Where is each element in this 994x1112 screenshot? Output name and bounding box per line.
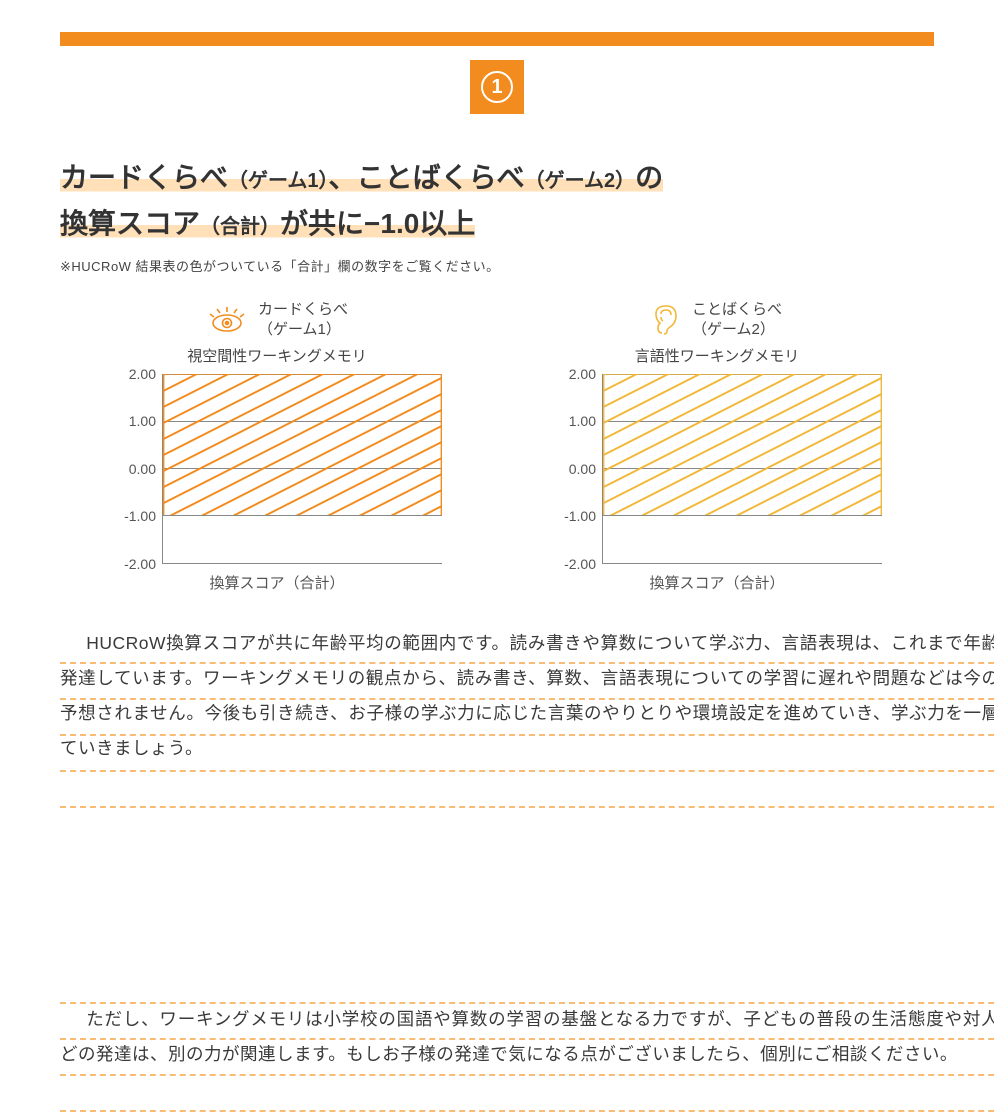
ytick: 0.00 [129, 461, 156, 477]
chart2-yticks: 2.00 1.00 0.00 -1.00 -2.00 [552, 374, 602, 564]
ytick: -1.00 [564, 508, 596, 524]
chart2-plot: 2.00 1.00 0.00 -1.00 -2.00 [552, 374, 882, 564]
heading-line2a: 換算スコア [60, 208, 200, 239]
heading-footnote: ※HUCRoW 結果表の色がついている「合計」欄の数字をご覧ください。 [60, 256, 500, 275]
section-heading: カードくらべ（ゲーム1）、ことばくらべ（ゲーム2）の 換算スコア（合計）が共に−… [60, 155, 934, 247]
chart2-title-l1: ことばくらべ [692, 300, 782, 320]
chart2-xlabel: 換算スコア（合計） [649, 572, 784, 593]
paragraph-1-block: HUCRoW換算スコアが共に年齢平均の範囲内です。読み書きや算数について学ぶ力、… [60, 626, 994, 766]
paragraph-2-block: ただし、ワーキングメモリは小学校の国語や算数の学習の基盤となる力ですが、子どもの… [60, 1002, 994, 1072]
ytick: 2.00 [569, 366, 596, 382]
ytick: 1.00 [569, 413, 596, 429]
ytick: 1.00 [129, 413, 156, 429]
chart1-subtitle: 視空間性ワーキングメモリ [187, 345, 367, 366]
heading-part1-sub: （ゲーム1） [228, 170, 329, 192]
paragraph-2: ただし、ワーキングメモリは小学校の国語や算数の学習の基盤となる力ですが、子どもの… [60, 1002, 994, 1072]
paragraph-1: HUCRoW換算スコアが共に年齢平均の範囲内です。読み書きや算数について学ぶ力、… [60, 626, 994, 766]
heading-tail1: の [635, 162, 663, 193]
chart1-plot: 2.00 1.00 0.00 -1.00 -2.00 [112, 374, 442, 564]
ytick: 0.00 [569, 461, 596, 477]
chart-2: ことばくらべ （ゲーム2） 言語性ワーキングメモリ 2.00 1.00 0.00… [537, 300, 897, 593]
heading-sep: 、 [329, 162, 357, 193]
chart2-title-l2: （ゲーム2） [692, 320, 782, 340]
ytick: 2.00 [129, 366, 156, 382]
ytick: -2.00 [124, 556, 156, 572]
charts-row: カードくらべ （ゲーム1） 視空間性ワーキングメモリ 2.00 1.00 0.0… [0, 300, 994, 593]
heading-part2-sub: （ゲーム2） [525, 170, 636, 192]
chart1-yticks: 2.00 1.00 0.00 -1.00 -2.00 [112, 374, 162, 564]
heading-line2b: が共に−1.0以上 [280, 208, 475, 239]
heading-line2-sub: （合計） [200, 216, 280, 238]
chart2-subtitle: 言語性ワーキングメモリ [635, 345, 800, 366]
section-number: 1 [481, 71, 513, 103]
header-accent-bar [60, 32, 934, 46]
chart1-title-l1: カードくらべ [258, 300, 348, 320]
ytick: -2.00 [564, 556, 596, 572]
section-badge: 1 [470, 60, 524, 114]
eye-icon [206, 306, 248, 334]
heading-part1: カードくらべ [60, 162, 228, 193]
chart1-title-l2: （ゲーム1） [258, 320, 348, 340]
ytick: -1.00 [124, 508, 156, 524]
chart1-xlabel: 換算スコア（合計） [209, 572, 344, 593]
ear-icon [652, 303, 682, 337]
chart-1: カードくらべ （ゲーム1） 視空間性ワーキングメモリ 2.00 1.00 0.0… [97, 300, 457, 593]
heading-part2: ことばくらべ [357, 162, 525, 193]
